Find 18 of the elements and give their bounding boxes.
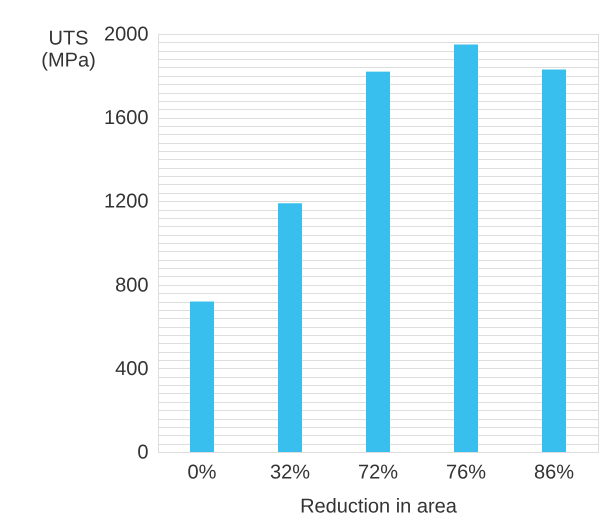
bar	[278, 203, 302, 452]
bar	[454, 44, 478, 452]
bar	[190, 302, 214, 452]
y-axis-title: UTS (MPa)	[41, 28, 96, 72]
y-tick-label: 2000	[104, 24, 148, 46]
y-tick-label: 1600	[104, 107, 148, 130]
x-tick-label: 72%	[358, 462, 398, 484]
y-tick-label: 1200	[104, 190, 148, 213]
x-tick-label: 86%	[534, 462, 574, 484]
x-axis-title: Reduction in area	[300, 496, 458, 518]
y-tick-label: 400	[115, 358, 148, 380]
y-tick-label: 800	[115, 274, 148, 296]
x-tick-label: 0%	[188, 462, 217, 484]
bar	[542, 70, 566, 452]
y-tick-label: 0	[137, 442, 148, 464]
x-tick-label: 32%	[270, 462, 310, 484]
x-tick-label: 76%	[446, 462, 486, 484]
bar	[366, 72, 390, 452]
